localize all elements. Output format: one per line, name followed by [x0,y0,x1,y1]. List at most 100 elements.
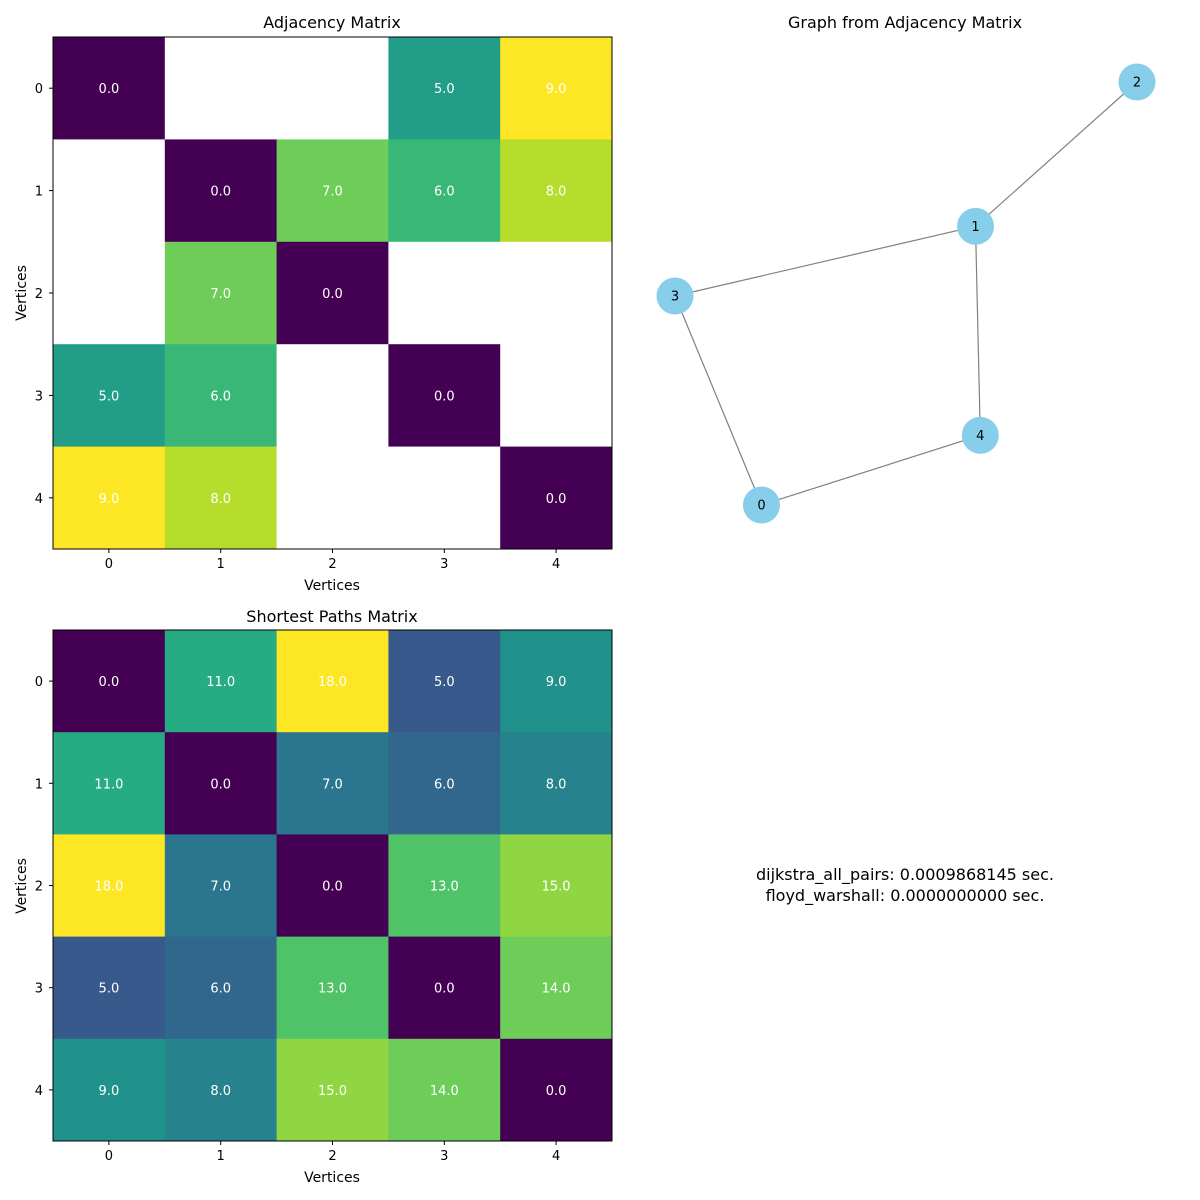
timing-panel: dijkstra_all_pairs: 0.0009868145 sec. fl… [756,865,1054,906]
shortest-paths-cell-label: 7.0 [210,880,231,895]
adjacency-matrix-cell [500,344,613,448]
adjacency-matrix-cell [500,139,613,243]
graph-edge [974,226,981,436]
shortest-paths-cell-label: 6.0 [434,777,455,792]
adjacency-matrix-cell [53,139,166,243]
shortest-paths-cell-label: 0.0 [99,675,120,690]
graph-edge [975,81,1138,227]
graph-edge [674,295,763,506]
adjacency-matrix-cell-label: 0.0 [99,82,120,97]
adjacency-matrix-x-tick-label: 0 [105,557,113,572]
shortest-paths-cell-label: 0.0 [434,982,455,997]
shortest-paths-y-tick-label: 1 [35,777,43,792]
shortest-paths-cells: 0.0 11.0 18.0 5.0 9.0 11.0 0.0 7.0 6.0 8.0 18.0 7.0… [53,630,613,1142]
adjacency-matrix-cell-label: 0.0 [434,389,455,404]
adjacency-matrix-cell [388,241,501,345]
adjacency-matrix-cell [276,344,389,448]
adjacency-matrix-cell-label: 0.0 [210,185,231,200]
shortest-paths-xlabel: Vertices [304,1170,360,1186]
shortest-paths-cell [276,732,389,835]
adjacency-matrix-cell [500,241,613,345]
shortest-paths-cell [388,936,501,1040]
shortest-paths-cell-label: 5.0 [99,982,120,997]
shortest-paths-cell [276,834,389,938]
adjacency-matrix-cell-label: 9.0 [546,82,567,97]
adjacency-matrix-cell [276,241,389,345]
shortest-paths-cell [164,936,278,1040]
graph-node-label: 1 [971,220,979,235]
shortest-paths-cell-label: 18.0 [94,880,123,895]
shortest-paths-cell-label: 15.0 [318,1084,347,1099]
adjacency-matrix-cell [53,241,166,345]
adjacency-matrix-x-tick-label: 4 [552,557,560,572]
adjacency-matrix-x-tick-label: 2 [328,557,336,572]
adjacency-matrix-cell-label: 8.0 [210,492,231,507]
adjacency-matrix-y-ticks: 0 1 2 3 4 [35,82,53,507]
adjacency-matrix-cell [164,139,278,243]
graph-edge [674,225,976,297]
shortest-paths-cell [500,630,613,733]
shortest-paths-cell-label: 7.0 [322,777,343,792]
shortest-paths-cell [388,834,501,938]
adjacency-matrix-x-ticks: 0 1 2 3 4 [105,549,560,572]
adjacency-matrix-cell-label: 8.0 [546,185,567,200]
shortest-paths-y-tick-label: 0 [35,675,43,690]
adjacency-matrix-y-tick-label: 3 [35,389,43,404]
adjacency-matrix-cell [164,241,278,345]
adjacency-matrix-x-tick-label: 1 [217,557,225,572]
shortest-paths-cell [53,630,166,733]
adjacency-matrix-title: Adjacency Matrix [263,13,401,32]
shortest-paths-cell [500,1038,613,1142]
adjacency-matrix-y-tick-label: 4 [35,492,43,507]
graph-panel: Graph from Adjacency Matrix 0 1 2 3 4 [656,13,1156,524]
shortest-paths-cell [388,732,501,835]
shortest-paths-cell [276,630,389,733]
graph-node [961,416,999,454]
shortest-paths-cell [276,1038,389,1142]
shortest-paths-cell [388,1038,501,1142]
shortest-paths-cell-label: 0.0 [210,777,231,792]
adjacency-matrix-y-tick-label: 2 [35,287,43,302]
shortest-paths-x-tick-label: 0 [105,1149,113,1164]
adjacency-matrix-cells: 0.0 5.0 9.0 0.0 7.0 6.0 8.0 7.0 0.0 5.0 6.0 0.0 9.0 8… [53,37,613,550]
graph-title: Graph from Adjacency Matrix [788,13,1022,32]
graph-node-label: 3 [671,289,679,304]
shortest-paths-y-tick-label: 2 [35,880,43,895]
shortest-paths-cell-label: 15.0 [542,880,571,895]
shortest-paths-cell-label: 5.0 [434,675,455,690]
shortest-paths-x-tick-label: 2 [328,1149,336,1164]
timing-floyd-warshall: floyd_warshall: 0.0000000000 sec. [766,886,1045,906]
shortest-paths-x-ticks: 0 1 2 3 4 [105,1141,560,1164]
adjacency-matrix-cell-label: 7.0 [322,185,343,200]
shortest-paths-cell-label: 13.0 [318,982,347,997]
shortest-paths-cell [500,834,613,938]
adjacency-matrix-cell [53,344,166,448]
shortest-paths-cell-label: 8.0 [210,1084,231,1099]
adjacency-matrix-ylabel: Vertices [14,265,30,321]
adjacency-matrix-cell [164,446,278,550]
adjacency-matrix-cell [164,37,278,140]
adjacency-matrix-cell-label: 5.0 [434,82,455,97]
adjacency-matrix-xlabel: Vertices [304,578,360,594]
adjacency-matrix-cell-label: 5.0 [99,389,120,404]
graph-node-label: 4 [976,429,984,444]
shortest-paths-cell [164,732,278,835]
shortest-paths-cell-label: 0.0 [546,1084,567,1099]
adjacency-matrix-cell-label: 7.0 [210,287,231,302]
shortest-paths-cell-label: 13.0 [430,880,459,895]
adjacency-matrix-cell [388,446,501,550]
adjacency-matrix-cell-label: 9.0 [99,492,120,507]
adjacency-matrix-cell-label: 0.0 [546,492,567,507]
adjacency-matrix-x-tick-label: 3 [440,557,448,572]
adjacency-matrix-cell [164,344,278,448]
shortest-paths-cell [53,834,166,938]
graph-node [957,207,995,245]
graph-edge [761,434,981,506]
adjacency-matrix-y-tick-label: 1 [35,185,43,200]
adjacency-matrix-cell [500,446,613,550]
shortest-paths-cell-label: 11.0 [94,777,123,792]
shortest-paths-cell [53,1038,166,1142]
shortest-paths-cell-label: 14.0 [542,982,571,997]
adjacency-matrix-cell [53,37,166,140]
adjacency-matrix-y-tick-label: 0 [35,82,43,97]
